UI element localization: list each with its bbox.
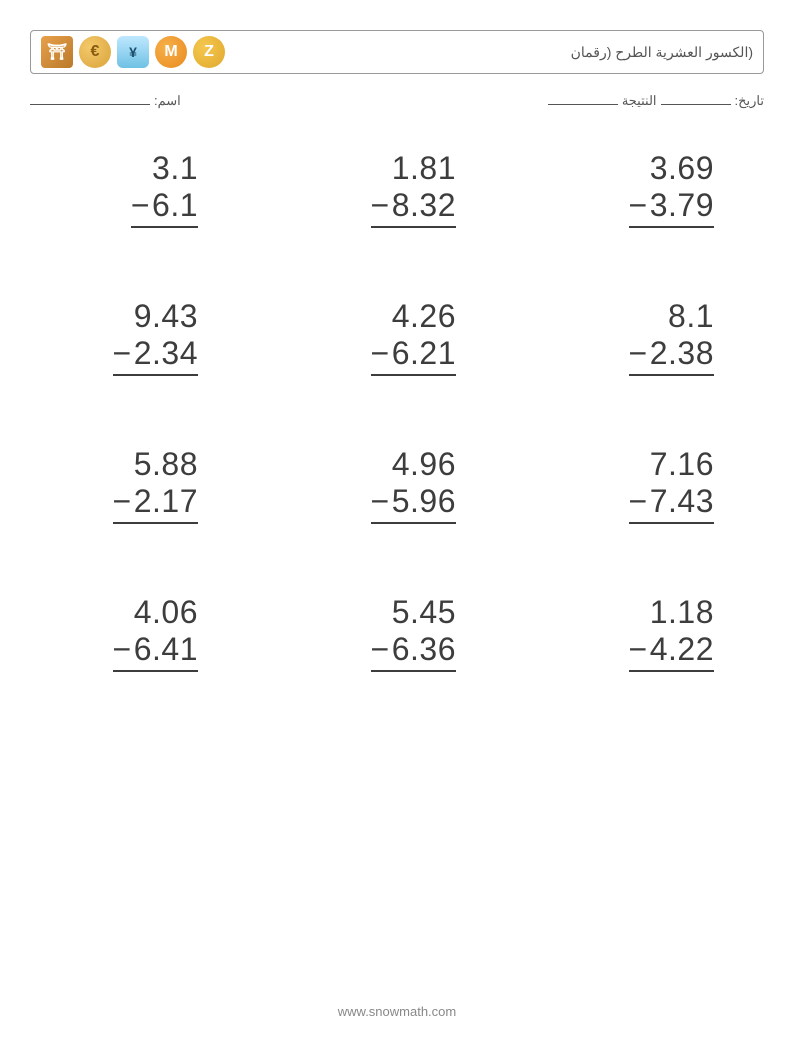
subtrahend: 3.79	[629, 187, 714, 228]
minuend: 1.18	[650, 594, 714, 631]
subtrahend: 2.38	[629, 335, 714, 376]
subtrahend: 7.43	[629, 483, 714, 524]
zcash-icon: Z	[193, 36, 225, 68]
euro-icon: €	[79, 36, 111, 68]
minuend: 9.43	[134, 298, 198, 335]
subtrahend: 2.34	[113, 335, 198, 376]
date-label: تاريخ:	[735, 93, 764, 109]
minuend: 4.06	[134, 594, 198, 631]
worksheet-title: (الكسور العشرية الطرح (رقمان	[571, 44, 753, 61]
icon-row: ⛩ € ¥ M Z	[41, 36, 225, 68]
problem: 4.96 5.96	[288, 446, 506, 524]
problems-grid: 3.1 6.1 1.81 8.32 3.69 3.79 9.43 2.34 4.…	[30, 150, 764, 672]
minuend: 3.1	[152, 150, 198, 187]
minuend: 5.88	[134, 446, 198, 483]
minuend: 4.96	[392, 446, 456, 483]
subtrahend: 6.21	[371, 335, 456, 376]
name-blank	[30, 92, 150, 105]
footer-url: www.snowmath.com	[0, 1004, 794, 1019]
subtrahend: 2.17	[113, 483, 198, 524]
subtrahend: 8.32	[371, 187, 456, 228]
minuend: 7.16	[650, 446, 714, 483]
subtrahend: 4.22	[629, 631, 714, 672]
minuend: 3.69	[650, 150, 714, 187]
monero-icon: M	[155, 36, 187, 68]
score-blank	[548, 92, 618, 105]
minuend: 1.81	[392, 150, 456, 187]
subtrahend: 6.1	[131, 187, 198, 228]
subtrahend: 5.96	[371, 483, 456, 524]
name-label: اسم:	[154, 93, 181, 109]
problem: 4.26 6.21	[288, 298, 506, 376]
problem: 1.18 4.22	[546, 594, 764, 672]
problem: 8.1 2.38	[546, 298, 764, 376]
problem: 1.81 8.32	[288, 150, 506, 228]
problem: 5.45 6.36	[288, 594, 506, 672]
problem: 4.06 6.41	[30, 594, 248, 672]
subtrahend: 6.36	[371, 631, 456, 672]
problem: 3.69 3.79	[546, 150, 764, 228]
problem: 7.16 7.43	[546, 446, 764, 524]
minuend: 5.45	[392, 594, 456, 631]
door-icon: ⛩	[41, 36, 73, 68]
meta-name: اسم:	[30, 92, 181, 109]
problem: 3.1 6.1	[30, 150, 248, 228]
problem: 5.88 2.17	[30, 446, 248, 524]
subtrahend: 6.41	[113, 631, 198, 672]
minuend: 4.26	[392, 298, 456, 335]
date-blank	[661, 92, 731, 105]
brief-icon: ¥	[117, 36, 149, 68]
meta-row: تاريخ: النتيجة اسم:	[30, 92, 764, 109]
problem: 9.43 2.34	[30, 298, 248, 376]
meta-date-score: تاريخ: النتيجة	[548, 92, 764, 109]
minuend: 8.1	[668, 298, 714, 335]
score-label: النتيجة	[622, 93, 657, 109]
header-bar: ⛩ € ¥ M Z (الكسور العشرية الطرح (رقمان	[30, 30, 764, 74]
